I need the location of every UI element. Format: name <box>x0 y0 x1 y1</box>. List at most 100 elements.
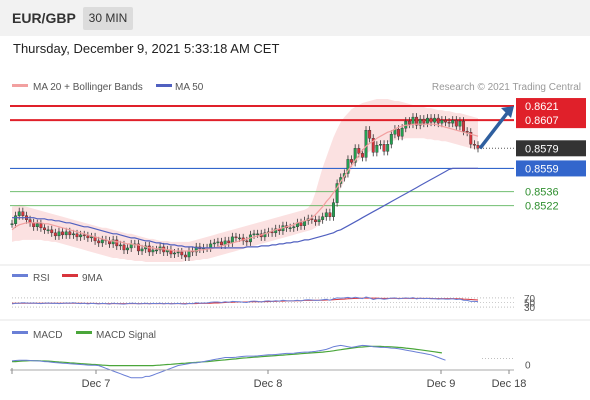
candle-body <box>321 216 325 220</box>
legend-swatch <box>12 331 28 334</box>
candle-body <box>90 236 93 239</box>
candle-body <box>50 229 54 234</box>
resistance-level-box <box>516 112 586 129</box>
candle-body <box>234 236 238 239</box>
candle-body <box>115 239 119 247</box>
candle-body <box>53 232 57 237</box>
legend-label: MACD <box>33 330 62 341</box>
candle-body <box>75 233 79 238</box>
candle-body <box>407 120 411 125</box>
candle-body <box>212 242 216 245</box>
candle-body <box>46 229 50 232</box>
datetime-label: Thursday, December 9, 2021 5:33:18 AM CE… <box>13 41 280 56</box>
legend-swatch <box>62 274 78 277</box>
candle-body <box>274 228 278 234</box>
rsi-line <box>11 296 479 305</box>
candle-body <box>187 250 191 258</box>
candle-body <box>147 245 151 253</box>
candle-body <box>364 129 368 158</box>
candle-body <box>469 132 473 145</box>
pivot-level-value: 0.8559 <box>525 163 559 175</box>
candle-body <box>216 241 220 244</box>
rsi-tick-label: 50 <box>524 299 536 310</box>
candle-body <box>151 249 155 253</box>
candle-body <box>400 127 404 137</box>
rsi-tick-label: 30 <box>524 303 536 314</box>
candle-body <box>375 145 379 153</box>
resistance-level-value: 0.8607 <box>525 115 559 127</box>
candle-body <box>270 231 274 234</box>
legend-label: RSI <box>33 273 50 284</box>
candle-body <box>317 219 321 222</box>
candle-body <box>220 241 223 246</box>
timeframe-button[interactable]: 30 MIN <box>83 7 133 30</box>
top-bar: EUR/GBP 30 MIN <box>0 0 590 36</box>
candle-body <box>252 233 256 236</box>
candle-body <box>422 118 426 124</box>
ma50-line <box>12 167 478 249</box>
legend-swatch <box>76 331 92 334</box>
candle-body <box>17 211 21 216</box>
candle-body <box>379 144 382 146</box>
x-tick-label: Dec 7 <box>82 378 111 390</box>
x-tick-label: Dec 9 <box>427 378 456 390</box>
legend-label: MACD Signal <box>96 330 156 341</box>
candle-body <box>43 227 46 231</box>
candle-body <box>444 119 447 123</box>
candle-body <box>14 215 18 224</box>
macd-line <box>11 344 446 379</box>
legend-swatch <box>12 84 28 87</box>
candle-body <box>299 222 303 226</box>
candle-body <box>447 121 451 124</box>
candle-body <box>64 231 68 236</box>
x-tick-label: Dec 8 <box>254 378 283 390</box>
candle-body <box>82 234 86 237</box>
resistance-level-box <box>516 98 586 115</box>
legend-label: 9MA <box>82 273 103 284</box>
candle-body <box>465 130 469 133</box>
candle-body <box>371 138 375 153</box>
candle-body <box>360 153 364 158</box>
candle-body <box>122 244 126 251</box>
candle-body <box>136 243 140 252</box>
candle-body <box>440 119 444 124</box>
current-level-value: 0.8579 <box>525 143 559 155</box>
resistance-level-value: 0.8621 <box>525 101 559 113</box>
candle-body <box>415 116 419 126</box>
candle-body <box>368 129 372 139</box>
candle-body <box>245 240 249 243</box>
candle-body <box>335 183 339 203</box>
pivot-level-box <box>516 160 586 177</box>
candle-body <box>386 144 390 152</box>
candle-body <box>263 232 267 238</box>
macd-signal-line <box>12 345 442 367</box>
candle-body <box>324 212 328 217</box>
candle-body <box>100 239 104 244</box>
candle-body <box>288 227 292 230</box>
candle-body <box>433 117 437 123</box>
candle-body <box>194 246 198 253</box>
projection-arrowhead <box>501 106 514 119</box>
candle-body <box>429 117 433 123</box>
support-level-value: 0.8536 <box>525 187 559 199</box>
candle-body <box>310 218 314 220</box>
candle-body <box>140 248 144 252</box>
candle-body <box>39 223 43 229</box>
candle-body <box>68 231 72 236</box>
candle-body <box>436 117 440 124</box>
candle-body <box>256 233 260 236</box>
candle-body <box>21 211 25 216</box>
candle-body <box>155 249 158 252</box>
candle-body <box>451 119 455 124</box>
legend-swatch <box>156 84 172 87</box>
candle-body <box>183 254 187 258</box>
candle-body <box>238 237 242 240</box>
candle-body <box>126 247 130 251</box>
candle-body <box>71 233 75 236</box>
candle-body <box>180 251 184 256</box>
current-level-box <box>516 140 586 157</box>
candle-body <box>173 252 177 255</box>
legend-label: MA 20 + Bollinger Bands <box>33 82 143 93</box>
credit-label: Research © 2021 Trading Central <box>432 82 581 93</box>
candle-body <box>476 145 480 149</box>
